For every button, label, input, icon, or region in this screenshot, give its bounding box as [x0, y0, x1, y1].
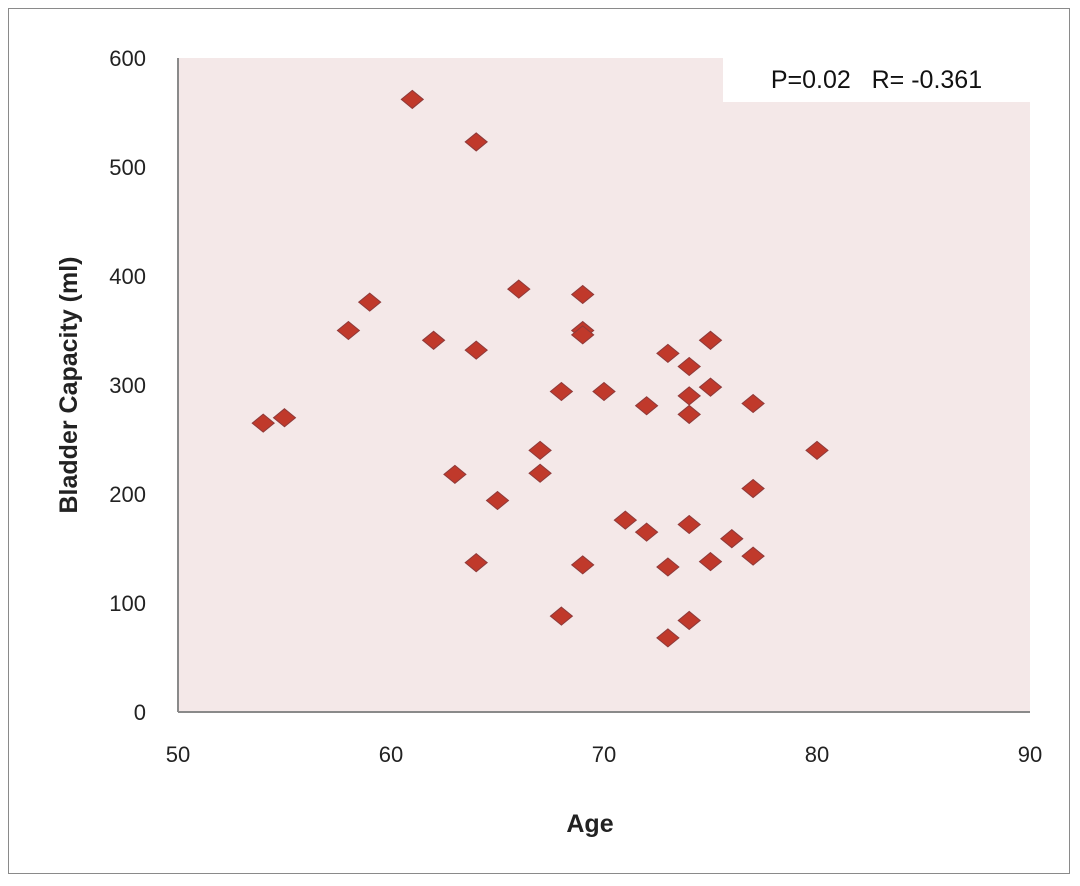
data-point [698, 330, 723, 350]
data-point [741, 478, 765, 499]
data-point [549, 381, 574, 402]
data-point [272, 408, 297, 428]
x-tick-label: 70 [592, 742, 616, 767]
data-point [741, 393, 765, 414]
data-point [570, 325, 595, 345]
data-point [698, 377, 723, 397]
x-tick-label: 90 [1018, 742, 1042, 767]
data-point [464, 553, 488, 573]
data-point [677, 610, 701, 631]
y-tick-label: 400 [109, 264, 146, 289]
data-point [805, 440, 829, 461]
data-point [634, 522, 659, 542]
data-point [464, 340, 488, 360]
data-point [464, 132, 488, 152]
y-tick-label: 0 [134, 700, 146, 725]
x-axis-label: Age [566, 810, 613, 838]
data-point [421, 330, 446, 350]
data-point [357, 292, 382, 312]
data-point [400, 89, 425, 110]
y-tick-label: 200 [109, 482, 146, 507]
y-tick-label: 600 [109, 46, 146, 71]
data-point [251, 413, 275, 433]
data-point [656, 557, 680, 577]
stats-annotation: P=0.02 R= -0.361 [723, 58, 1030, 102]
data-point [528, 440, 552, 461]
data-point [741, 546, 765, 566]
data-point [656, 343, 680, 364]
y-tick-label: 500 [109, 155, 146, 180]
data-point [677, 356, 701, 377]
x-tick-label: 80 [805, 742, 829, 767]
data-point [549, 606, 574, 626]
data-point [528, 463, 552, 483]
data-point [570, 555, 595, 575]
data-point [634, 396, 659, 416]
data-point [677, 514, 701, 535]
data-point [720, 529, 744, 549]
data-point [485, 490, 510, 511]
data-point [570, 284, 595, 305]
y-tick-label: 300 [109, 373, 146, 398]
data-point [592, 381, 616, 402]
y-axis-label: Bladder Capacity (ml) [55, 256, 83, 513]
data-point [507, 279, 531, 299]
x-tick-label: 60 [379, 742, 403, 767]
data-point [698, 551, 723, 572]
chart-frame [8, 8, 1070, 874]
data-point [613, 510, 638, 530]
y-tick-label: 100 [109, 591, 146, 616]
data-point [443, 464, 467, 485]
x-tick-label: 50 [166, 742, 190, 767]
data-point [677, 404, 701, 425]
data-point [656, 628, 680, 648]
data-point [336, 320, 361, 341]
